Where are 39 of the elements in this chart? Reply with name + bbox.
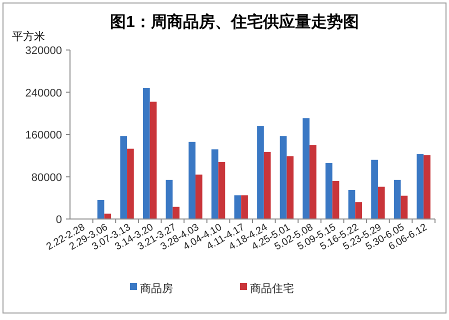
bar (241, 195, 248, 219)
bar (104, 214, 112, 219)
bar (211, 149, 218, 219)
bar (424, 155, 430, 219)
bar (332, 180, 340, 219)
y-axis-title: 平方米 (12, 30, 45, 43)
bar (120, 136, 128, 219)
bar (280, 136, 287, 219)
bar (257, 126, 264, 219)
y-tick-label: 80000 (31, 172, 62, 184)
bar (378, 186, 385, 219)
bar (234, 195, 242, 219)
bar (371, 160, 378, 219)
y-tick-label: 320000 (25, 45, 62, 57)
bar (195, 174, 202, 219)
bar (218, 162, 226, 219)
bar (264, 152, 271, 219)
bar (348, 190, 356, 219)
y-tick-label: 0 (56, 214, 62, 226)
bar (326, 163, 332, 219)
bar (310, 145, 316, 219)
bar (355, 202, 362, 219)
legend-label: 商品住宅 (250, 282, 294, 295)
y-tick-label: 240000 (25, 87, 62, 100)
chart-title: 图1：周商品房、住宅供应量走势图 (110, 12, 359, 31)
bar (143, 88, 150, 219)
bar (127, 148, 134, 219)
bar (97, 200, 104, 219)
y-tick-label: 160000 (25, 130, 62, 142)
bar (150, 102, 157, 219)
legend-label: 商品房 (140, 282, 173, 295)
bar (400, 196, 408, 219)
bar (302, 118, 310, 219)
bar (416, 154, 424, 219)
bar (188, 142, 196, 219)
bar (286, 156, 294, 219)
bar (172, 206, 180, 219)
bar (166, 180, 173, 219)
bar (394, 180, 401, 219)
